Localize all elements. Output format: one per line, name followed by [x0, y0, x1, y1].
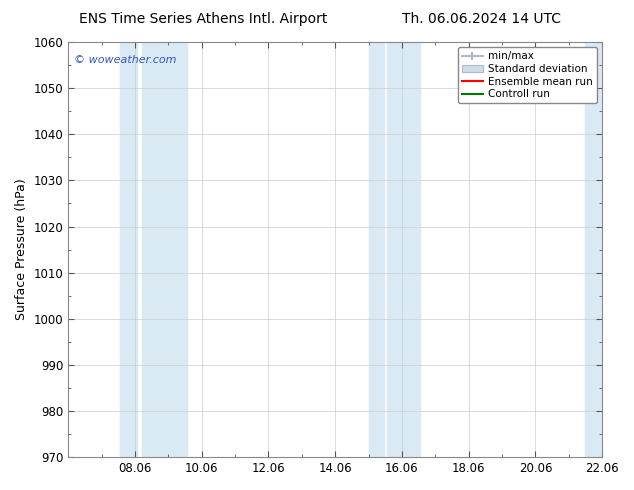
Text: © woweather.com: © woweather.com [74, 54, 176, 65]
Bar [120, 42, 136, 457]
Bar [387, 42, 420, 457]
Bar [141, 42, 186, 457]
Text: ENS Time Series Athens Intl. Airport: ENS Time Series Athens Intl. Airport [79, 12, 327, 26]
Bar [586, 42, 602, 457]
Legend: min/max, Standard deviation, Ensemble mean run, Controll run: min/max, Standard deviation, Ensemble me… [458, 47, 597, 103]
Bar [368, 42, 384, 457]
Text: Th. 06.06.2024 14 UTC: Th. 06.06.2024 14 UTC [403, 12, 561, 26]
Y-axis label: Surface Pressure (hPa): Surface Pressure (hPa) [15, 179, 28, 320]
